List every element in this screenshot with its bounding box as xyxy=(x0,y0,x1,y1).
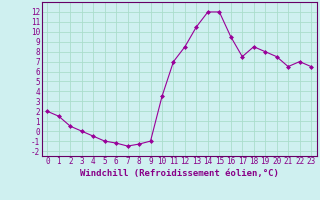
X-axis label: Windchill (Refroidissement éolien,°C): Windchill (Refroidissement éolien,°C) xyxy=(80,169,279,178)
